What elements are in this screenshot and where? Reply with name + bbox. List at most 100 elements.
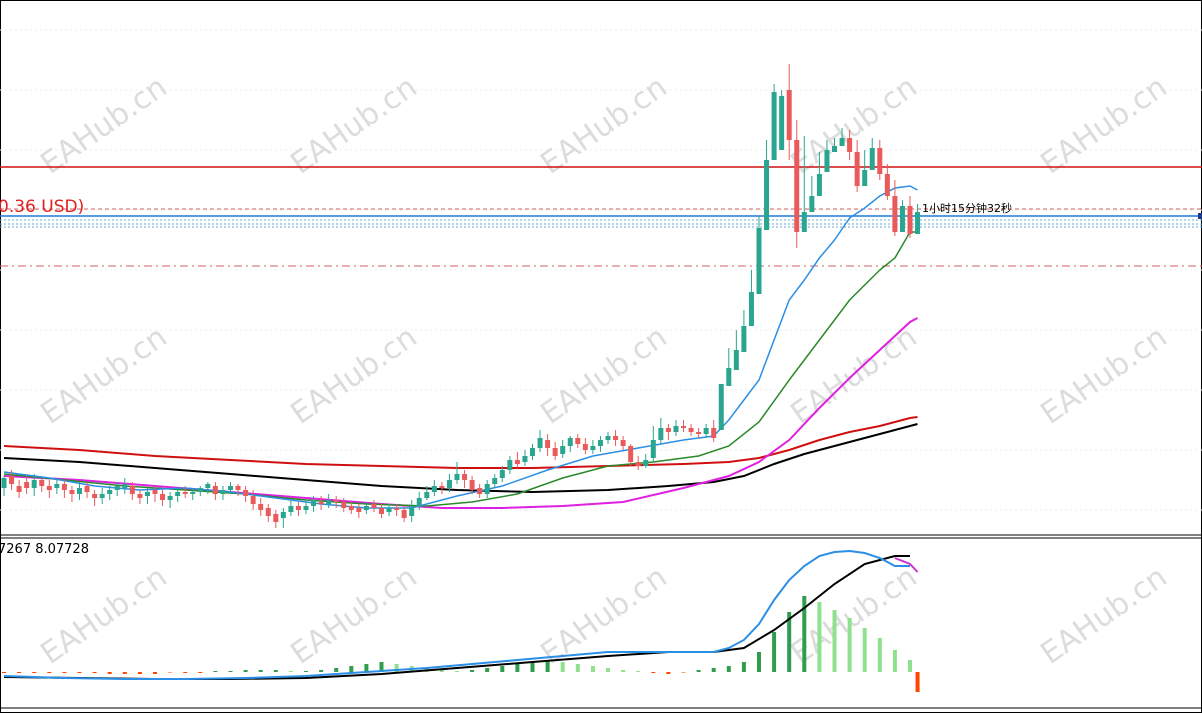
- candle-body: [454, 474, 460, 480]
- candle-body: [899, 206, 905, 232]
- candle-body: [764, 160, 770, 230]
- candle-body: [190, 492, 196, 494]
- candle-body: [801, 212, 807, 232]
- macd-tail-line: [894, 557, 919, 573]
- candle-body: [303, 506, 309, 510]
- macd-histogram-bar: [243, 670, 248, 672]
- candle-body: [915, 212, 921, 234]
- candle-body: [635, 462, 641, 466]
- candle-body: [469, 480, 475, 490]
- macd-histogram-bar: [908, 660, 912, 672]
- candle-body: [326, 500, 332, 504]
- watermark-text: EAHub.cn: [1035, 320, 1174, 432]
- candle-body: [137, 494, 143, 498]
- candle-body: [499, 470, 505, 478]
- candle-body: [786, 90, 792, 140]
- macd-histogram-bar: [349, 666, 354, 672]
- macd-histogram-bar: [711, 668, 716, 672]
- timer-label: 1小时15分钟32秒: [922, 201, 1012, 215]
- candle-body: [401, 510, 407, 518]
- candle-body: [182, 492, 188, 494]
- candle-body: [681, 426, 686, 428]
- macd-histogram-bar: [304, 671, 308, 672]
- macd-histogram-bar: [915, 672, 920, 692]
- candle-body: [658, 428, 664, 440]
- candle-body: [884, 174, 890, 196]
- candle-body: [613, 436, 619, 440]
- candle-body: [477, 488, 483, 494]
- candle-body: [318, 502, 324, 504]
- candle-body: [39, 480, 45, 486]
- candle-body: [643, 460, 649, 466]
- candle-body: [575, 438, 581, 444]
- candle-body: [839, 138, 845, 146]
- watermark-text: EAHub.cn: [535, 560, 674, 672]
- candle-body: [832, 146, 837, 152]
- candle-body: [228, 486, 233, 490]
- candle-body: [295, 506, 301, 510]
- candle-body: [348, 506, 354, 510]
- watermark-text: EAHub.cn: [1035, 70, 1174, 182]
- macd-histogram-bar: [455, 671, 459, 672]
- candle-body: [560, 446, 566, 454]
- candle-body: [235, 486, 241, 490]
- candle-body: [92, 494, 98, 498]
- candle-body: [431, 486, 437, 492]
- candle-body: [771, 92, 777, 160]
- candle-body: [597, 440, 603, 446]
- macd-histogram-bar: [877, 638, 882, 672]
- candle-body: [650, 440, 656, 458]
- candle-body: [77, 488, 82, 494]
- macd-histogram-bar: [364, 664, 369, 672]
- macd-histogram-bar: [288, 671, 293, 672]
- candle-body: [703, 428, 709, 434]
- macd-histogram-bar: [107, 672, 112, 674]
- candle-body: [160, 494, 166, 500]
- horizontal-levels: [0, 166, 1202, 267]
- candle-body: [530, 448, 535, 456]
- macd-histogram-bar: [802, 596, 807, 672]
- candle-body: [99, 494, 105, 498]
- watermark-text: EAHub.cn: [535, 70, 674, 182]
- ma-black-line: [3, 423, 918, 494]
- candle-body: [824, 150, 830, 172]
- candle-body: [809, 196, 815, 212]
- macd-histogram-bar: [545, 660, 550, 672]
- candle-body: [371, 504, 377, 508]
- macd-panel: [2, 549, 920, 692]
- candle-body: [250, 496, 256, 504]
- macd-histogram-bar: [832, 610, 837, 672]
- watermark-text: EAHub.cn: [35, 320, 174, 432]
- candle-body: [854, 152, 860, 186]
- candle-body: [409, 506, 415, 516]
- candle-body: [779, 96, 785, 150]
- candle-body: [394, 508, 400, 510]
- macd-histogram-bar: [817, 602, 822, 672]
- macd-histogram-bar: [334, 668, 339, 672]
- candle-body: [748, 292, 754, 326]
- candle-body: [205, 484, 211, 488]
- candle-body: [522, 456, 528, 462]
- candle-body: [61, 484, 67, 490]
- candle-body: [673, 426, 679, 432]
- macd-histogram-bar: [379, 662, 384, 672]
- candle-body: [665, 428, 671, 432]
- candle-body: [741, 326, 747, 352]
- candle-body: [84, 486, 90, 492]
- candle-body: [537, 438, 543, 448]
- macd-histogram-bar: [590, 666, 595, 672]
- watermark-text: EAHub.cn: [785, 320, 924, 432]
- candle-body: [341, 502, 347, 508]
- macd-histogram-bar: [757, 652, 761, 672]
- candle-body: [446, 480, 452, 488]
- macd-histogram-bar: [726, 666, 731, 672]
- macd-histogram-bar: [636, 671, 641, 672]
- macd-label: 7267 8.07728: [0, 542, 89, 557]
- macd-histogram-bar: [92, 672, 97, 673]
- candle-body: [416, 498, 422, 506]
- candle-body: [258, 504, 264, 510]
- ma-red-line: [3, 416, 918, 469]
- macd-histogram-bar: [258, 670, 263, 672]
